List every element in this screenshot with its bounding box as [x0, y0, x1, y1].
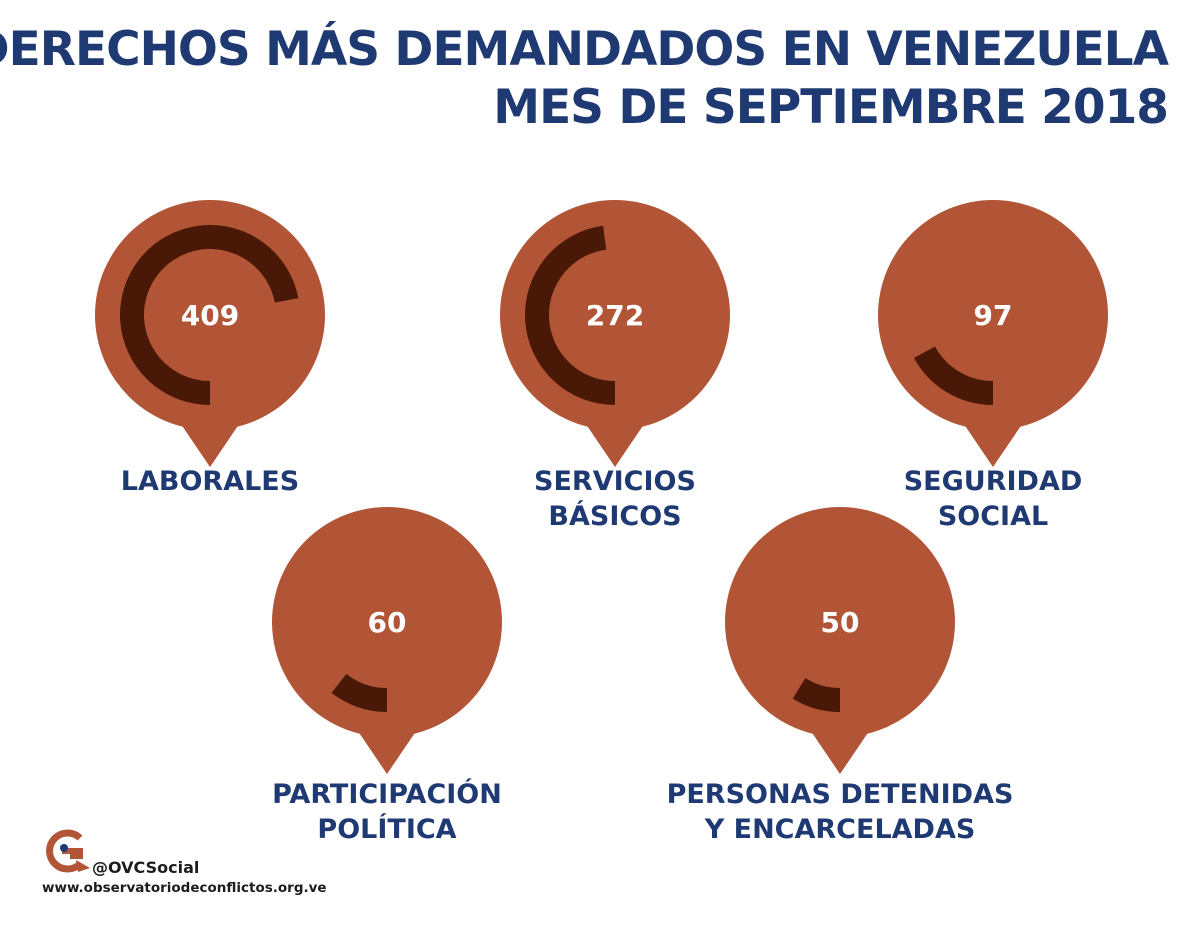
bubble-group: 409 LABORALES [95, 200, 325, 497]
value-arc [913, 346, 994, 405]
value-label: 409 [181, 299, 239, 332]
category-label: SEGURIDAD [904, 466, 1083, 497]
category-label: SOCIAL [938, 501, 1048, 532]
ovc-logo-icon [40, 826, 92, 880]
value-arc [331, 673, 388, 712]
bubble-group: 50 PERSONAS DETENIDAS Y ENCARCELADAS [667, 507, 1014, 845]
category-label: PERSONAS DETENIDAS [667, 779, 1014, 810]
category-label: SERVICIOS [534, 466, 696, 497]
value-label: 50 [821, 606, 860, 639]
value-arc [792, 677, 841, 712]
value-label: 272 [586, 299, 644, 332]
website-url: www.observatoriodeconflictos.org.ve [42, 880, 327, 896]
bubble [272, 507, 502, 737]
category-label: PARTICIPACIÓN [272, 778, 502, 810]
social-handle: @OVCSocial [92, 858, 200, 877]
value-arc [120, 225, 299, 405]
value-arc [525, 225, 616, 405]
bubble-group: 97 SEGURIDAD SOCIAL [878, 200, 1108, 532]
value-label: 97 [974, 299, 1013, 332]
bubble [725, 507, 955, 737]
category-label: LABORALES [121, 466, 299, 497]
category-label: POLÍTICA [317, 813, 456, 845]
page-title: DERECHOS MÁS DEMANDADOS EN VENEZUELA [0, 22, 1169, 77]
page-subtitle: MES DE SEPTIEMBRE 2018 [493, 80, 1169, 135]
value-label: 60 [368, 606, 407, 639]
category-label: BÁSICOS [548, 500, 681, 532]
category-label: Y ENCARCELADAS [704, 814, 976, 845]
